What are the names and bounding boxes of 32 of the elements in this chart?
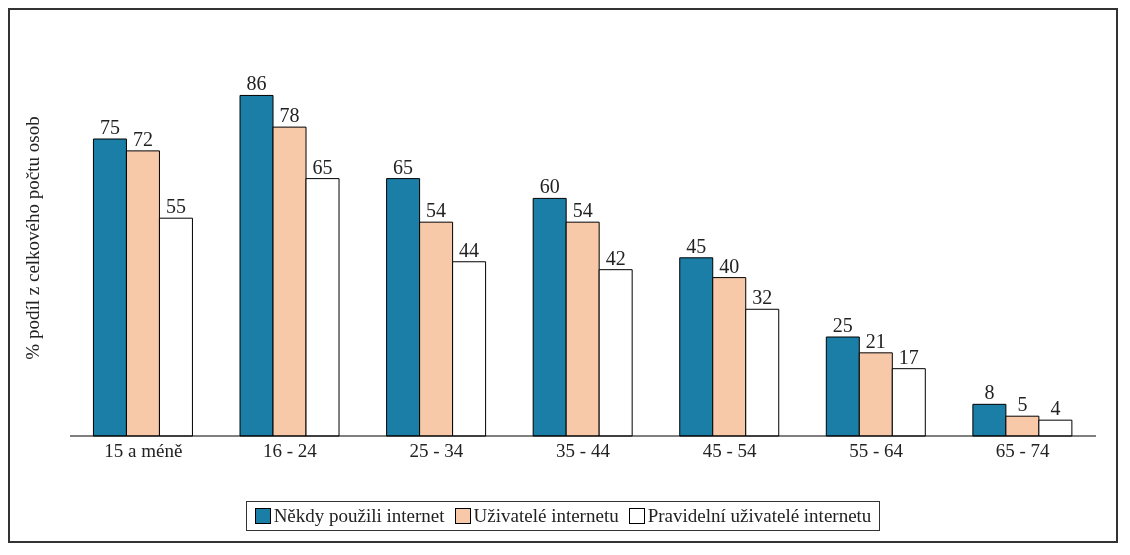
x-tick-label: 25 - 34 <box>409 440 464 462</box>
data-label: 8 <box>984 381 995 404</box>
data-label: 4 <box>1050 397 1061 420</box>
data-label: 72 <box>132 127 153 150</box>
data-label: 78 <box>279 104 300 127</box>
data-label: 65 <box>312 155 333 178</box>
data-label: 17 <box>898 345 919 368</box>
x-tick-label: 55 - 64 <box>849 440 904 462</box>
data-label: 25 <box>832 314 853 336</box>
legend-label: Někdy použili internet <box>272 505 445 527</box>
x-tick-label: 16 - 24 <box>262 440 318 462</box>
x-tick-label: 65 - 74 <box>995 440 1051 462</box>
data-label: 86 <box>246 72 267 95</box>
data-label: 54 <box>572 199 593 222</box>
x-tick-label: 45 - 54 <box>702 440 757 462</box>
data-label: 32 <box>752 286 773 309</box>
legend-label: Pravidelní uživatelé internetu <box>646 505 872 527</box>
data-label: 44 <box>459 238 480 261</box>
data-label: 60 <box>539 175 560 198</box>
data-label: 54 <box>426 199 447 222</box>
data-label: 75 <box>99 116 120 138</box>
legend-label: Uživatelé internetu <box>472 505 619 527</box>
data-label: 45 <box>686 234 707 257</box>
x-tick-label: 15 a méně <box>104 440 183 462</box>
data-label: 21 <box>865 329 886 352</box>
y-axis-title: % podíl z celkového počtu osob <box>21 116 43 360</box>
data-label: 55 <box>165 195 186 218</box>
data-label: 42 <box>605 246 626 269</box>
data-label: 5 <box>1017 393 1028 416</box>
x-tick-label: 35 - 44 <box>556 440 611 462</box>
data-label: 65 <box>393 155 414 178</box>
data-label: 40 <box>719 254 740 277</box>
